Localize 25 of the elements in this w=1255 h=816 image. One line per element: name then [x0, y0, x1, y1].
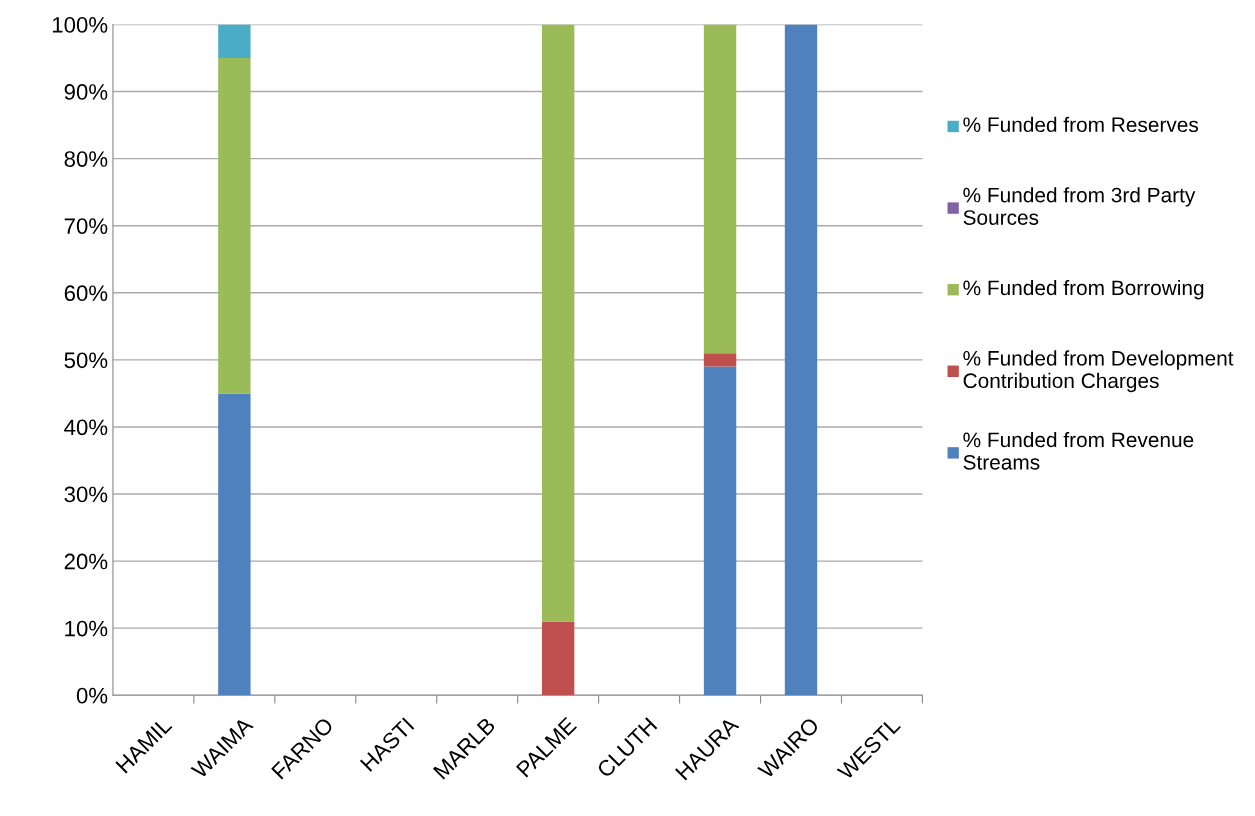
- y-tick-label: 70%: [64, 218, 108, 234]
- y-tick-label: 60%: [64, 285, 108, 302]
- y-tick-label: 10%: [65, 620, 108, 637]
- bar: [218, 393, 251, 696]
- y-tick-label: 30%: [64, 486, 108, 503]
- y-tick-label: 40%: [64, 419, 108, 436]
- y-tick-label: 0%: [76, 687, 108, 704]
- y-tick-label: 90%: [64, 84, 108, 100]
- y-tick-label: 20%: [64, 553, 108, 570]
- legend-label: % Funded from Reserves: [963, 116, 1199, 133]
- bar: [703, 366, 737, 696]
- legend-label: % Funded from Borrowing: [963, 279, 1204, 300]
- legend-label: % Funded from 3rd Party Sources: [963, 187, 1196, 225]
- legend-label: % Funded from Development Contribution Charges: [963, 350, 1234, 393]
- legend-label: % Funded from Revenue Streams: [963, 431, 1194, 470]
- bar: [784, 24, 818, 696]
- y-tick-label: 100%: [52, 17, 108, 33]
- y-tick-label: 50%: [64, 352, 108, 369]
- bar: [703, 24, 737, 354]
- bar: [541, 24, 575, 622]
- bar: [218, 58, 251, 394]
- bar: [703, 353, 737, 367]
- bar: [541, 621, 575, 696]
- y-tick-label: 80%: [64, 151, 108, 167]
- bar: [218, 24, 251, 59]
